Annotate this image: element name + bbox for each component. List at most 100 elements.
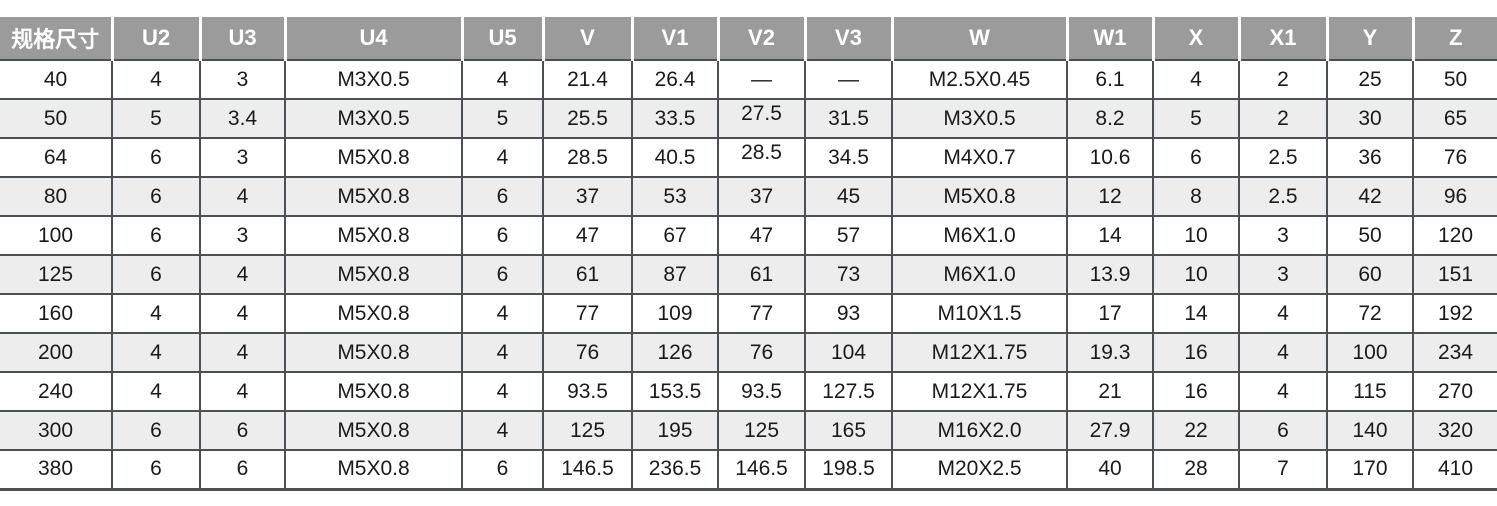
cell: M5X0.8	[284, 176, 463, 217]
cell: 100	[0, 215, 113, 256]
cell: 87	[631, 254, 719, 295]
cell: 50	[1326, 215, 1414, 256]
table-row: 300 6 6 M5X0.8 4 125 195 125 165 M16X2.0 27.9 22 6 14…	[0, 410, 1497, 451]
cell: —	[804, 59, 893, 100]
column-header: 规格尺寸	[0, 17, 112, 61]
cell: 4	[1238, 371, 1328, 412]
column-header: X1	[1237, 17, 1327, 61]
cell: 4	[461, 371, 544, 412]
cell: 45	[804, 176, 893, 217]
table-row: 380 6 6 M5X0.8 6 146.5 236.5 146.5 198.5 M20X2.5 4…	[0, 449, 1497, 491]
table-row: 200 4 4 M5X0.8 4 76 126 76 104 M12X1.75 19.3 16 4 100…	[0, 332, 1497, 373]
cell: 6	[111, 215, 201, 256]
cell: 37	[717, 176, 806, 217]
cell: 4	[461, 293, 544, 334]
cell: 10	[1152, 215, 1240, 256]
cell: 6	[199, 410, 286, 451]
cell: M6X1.0	[891, 254, 1068, 295]
cell: 198.5	[804, 449, 893, 491]
table-row: 40 4 3 M3X0.5 4 21.4 26.4— — M2.5X0.45 6.1 4 2 25 50	[0, 59, 1497, 100]
cell: 4	[111, 59, 201, 100]
cell: 4	[199, 254, 286, 295]
cell: 234	[1412, 332, 1497, 373]
cell: 170	[1326, 449, 1414, 491]
cell: M5X0.8	[284, 137, 463, 178]
cell: 77	[717, 293, 806, 334]
column-header: W1	[1065, 17, 1153, 61]
cell: 10.6	[1066, 137, 1154, 178]
cell: 3	[199, 59, 286, 100]
cell: 6	[111, 137, 201, 178]
cell: M5X0.8	[284, 449, 463, 491]
cell: 42	[1326, 176, 1414, 217]
cell: 76	[542, 332, 633, 373]
cell: 300	[0, 410, 113, 451]
cell: 236.5	[631, 449, 719, 491]
cell: 28	[1152, 449, 1240, 491]
cell: 76	[1412, 137, 1497, 178]
cell: 7	[1238, 449, 1328, 491]
spec-dimension-table: 规格尺寸 U2 U3 U4 U5 V V1 V2 V3 W W1 X X1 Y Z 40 4 3 M3X0.5 4 2…	[0, 17, 1497, 491]
cell: —	[717, 59, 806, 100]
cell: 73	[804, 254, 893, 295]
cell: 6	[1152, 137, 1240, 178]
cell: 127.5	[804, 371, 893, 412]
cell: M5X0.8	[891, 176, 1068, 217]
cell: 6	[111, 410, 201, 451]
cell: 5	[461, 98, 544, 139]
cell: 240	[0, 371, 113, 412]
cell: 31.5	[804, 98, 893, 139]
cell: M6X1.0	[891, 215, 1068, 256]
column-header: U3	[198, 17, 285, 61]
cell: 12	[1066, 176, 1154, 217]
cell: 40	[0, 59, 113, 100]
cell: 4	[1238, 332, 1328, 373]
cell: 6	[111, 449, 201, 491]
cell: 8.2	[1066, 98, 1154, 139]
cell: 125	[542, 410, 633, 451]
column-header: W	[890, 17, 1067, 61]
cell: M3X0.5	[891, 98, 1068, 139]
column-header: V	[541, 17, 632, 61]
cell: 6	[461, 449, 544, 491]
cell: 14	[1066, 215, 1154, 256]
cell: 125	[717, 410, 806, 451]
column-header: Y	[1325, 17, 1413, 61]
cell: 3	[1238, 215, 1328, 256]
cell: 6.1	[1066, 59, 1154, 100]
cell: 4	[1238, 293, 1328, 334]
cell: 320	[1412, 410, 1497, 451]
cell: 34.5	[804, 137, 893, 178]
cell: 96	[1412, 176, 1497, 217]
cell: 126	[631, 332, 719, 373]
cell: 26.4	[631, 59, 719, 100]
cell: 65	[1412, 98, 1497, 139]
cell: 115	[1326, 371, 1414, 412]
cell: 25	[1326, 59, 1414, 100]
cell: M5X0.8	[284, 254, 463, 295]
cell: 36	[1326, 137, 1414, 178]
cell: 6	[461, 176, 544, 217]
cell: 2.5	[1238, 176, 1328, 217]
cell: 76	[717, 332, 806, 373]
cell: 14	[1152, 293, 1240, 334]
cell: 4	[199, 371, 286, 412]
cell: 40.5	[631, 137, 719, 178]
cell: 380	[0, 449, 113, 491]
cell: 16	[1152, 332, 1240, 373]
cell: 3	[199, 137, 286, 178]
column-header: X	[1151, 17, 1239, 61]
cell: 6	[111, 176, 201, 217]
cell: 270	[1412, 371, 1497, 412]
column-header: U5	[460, 17, 543, 61]
cell: M12X1.75	[891, 371, 1068, 412]
cell: 17	[1066, 293, 1154, 334]
cell: 93.5	[542, 371, 633, 412]
cell: 30	[1326, 98, 1414, 139]
cell: 93	[804, 293, 893, 334]
column-header: Z	[1411, 17, 1497, 61]
cell: 3	[199, 215, 286, 256]
cell: 72	[1326, 293, 1414, 334]
cell: M5X0.8	[284, 371, 463, 412]
column-header: V1	[630, 17, 718, 61]
